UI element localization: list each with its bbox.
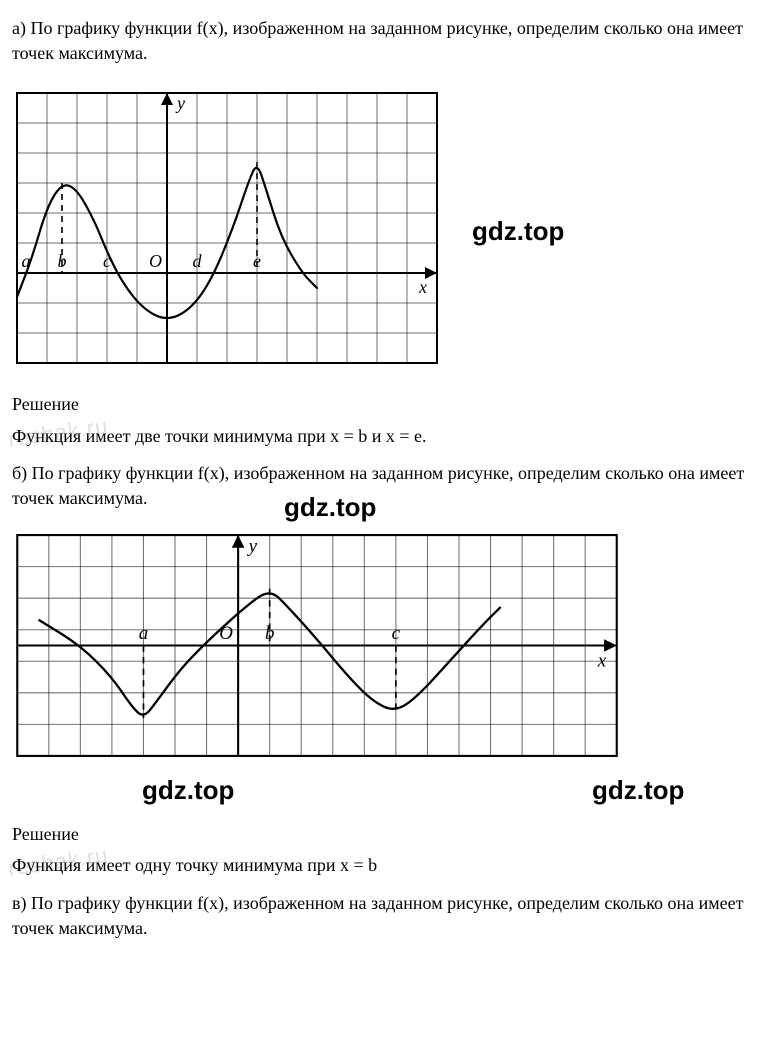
svg-text:O: O (149, 251, 162, 271)
part-b-prompt: б) По графику функции f(x), изображенном… (12, 461, 765, 511)
svg-text:x: x (597, 651, 607, 672)
chart-2: yxOabc (12, 523, 622, 768)
svg-text:O: O (219, 623, 233, 644)
watermark-gdz-1: gdz.top (472, 213, 564, 249)
chart-1: yxOabcde (12, 78, 442, 378)
chart-1-container: yxOabcde gdz.top (12, 78, 765, 378)
part-a-prompt: а) По графику функции f(x), изображенном… (12, 16, 765, 66)
svg-text:d: d (193, 251, 203, 271)
watermark-gdz-3: gdz.top (142, 772, 234, 808)
solution-1-heading: Решение (12, 392, 765, 417)
solution-1-text: Функция имеет две точки минимума при x =… (12, 424, 765, 449)
svg-text:c: c (392, 623, 401, 644)
watermark-gdz-4: gdz.top (592, 772, 684, 808)
chart-2-container: yxOabc (12, 523, 765, 768)
solution-2-heading: Решение (12, 822, 765, 847)
svg-text:c: c (103, 251, 111, 271)
svg-text:a: a (139, 623, 148, 644)
svg-text:y: y (175, 93, 185, 113)
svg-text:y: y (247, 536, 258, 557)
solution-2-text: Функция имеет одну точку минимума при x … (12, 853, 765, 878)
part-c-prompt: в) По графику функции f(x), изображенном… (12, 891, 765, 941)
svg-text:x: x (418, 277, 427, 297)
